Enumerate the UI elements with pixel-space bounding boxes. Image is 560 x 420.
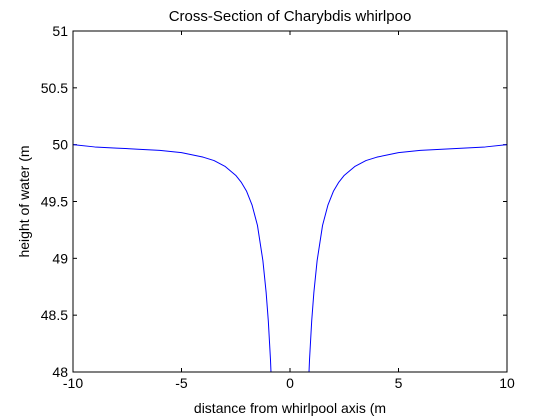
plot-background: [73, 31, 507, 372]
x-tick-label: 10: [499, 375, 515, 391]
series-line-left: [73, 144, 272, 372]
series-group: [73, 144, 507, 372]
plot-frame: [72, 30, 508, 373]
y-tick-label: 48.5: [41, 307, 68, 323]
x-tick-label: 0: [286, 375, 294, 391]
x-tick-label: -5: [175, 375, 188, 391]
y-tick-label: 49: [52, 250, 68, 266]
y-tick-label: 50: [52, 137, 68, 153]
y-tick-label: 49.5: [41, 194, 68, 210]
x-axis-label: distance from whirlpool axis (m: [194, 400, 386, 416]
y-tick-label: 50.5: [41, 80, 68, 96]
y-tick-label: 48: [52, 364, 68, 380]
y-axis-label: height of water (m: [16, 145, 32, 257]
chart-title: Cross-Section of Charybdis whirlpoo: [169, 8, 412, 25]
y-tick-label: 51: [52, 23, 68, 39]
y-tick-labels: 48 48.5 49 49.5 50 50.5 51: [41, 23, 68, 380]
x-tick-labels: -10 -5 0 5 10: [63, 375, 515, 391]
x-tick-label: 5: [395, 375, 403, 391]
x-tick-label: -10: [63, 375, 83, 391]
series-line-right: [308, 144, 507, 372]
